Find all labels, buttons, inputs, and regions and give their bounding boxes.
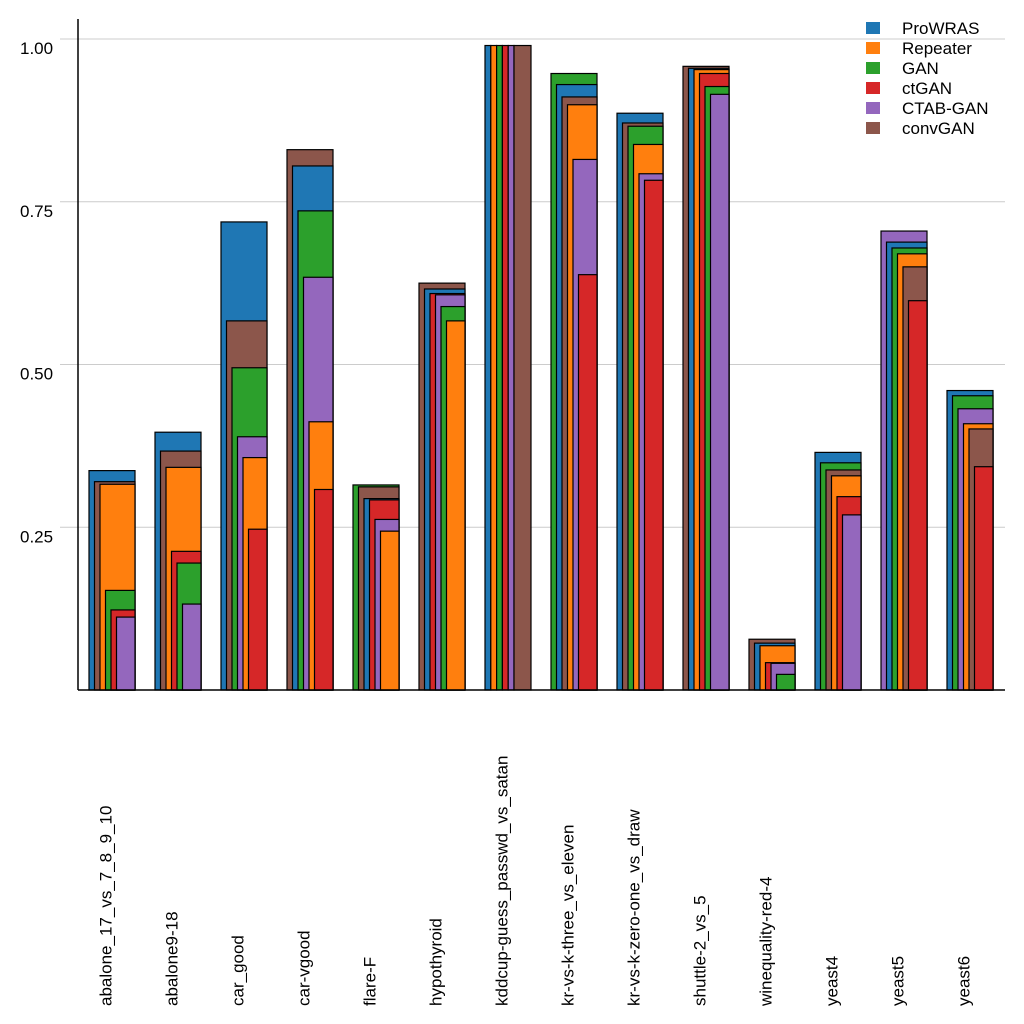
x-tick-labels: abalone_17_vs_7_8_9_10 abalone9-18 car_goo… xyxy=(96,756,973,1007)
y-tick-label: 0.50 xyxy=(20,365,53,384)
legend-swatch xyxy=(866,62,880,74)
x-tick-label: shuttle-2_vs_5 xyxy=(690,895,709,1006)
bar-repeater xyxy=(490,44,498,691)
legend-label: ctGAN xyxy=(902,79,952,98)
bar-group xyxy=(352,484,400,691)
bar-group xyxy=(550,72,598,691)
bar-gan xyxy=(775,673,796,691)
bar-ctab-gan xyxy=(115,616,136,691)
bar-ctgan xyxy=(973,466,994,691)
bar-ctgan xyxy=(501,44,509,691)
x-tick-label: abalone9-18 xyxy=(162,911,181,1006)
bar-ctab-gan xyxy=(709,93,730,691)
bar-ctgan xyxy=(247,528,268,691)
legend-item: convGAN xyxy=(866,119,975,138)
bar-ctgan xyxy=(643,179,664,691)
x-tick-label: kddcup-guess_passwd_vs_satan xyxy=(492,756,511,1006)
bar-group xyxy=(286,149,334,691)
x-tick-label: winequality-red-4 xyxy=(756,877,775,1007)
bar-group xyxy=(748,638,796,691)
bar-group xyxy=(88,470,136,691)
x-tick-label: abalone_17_vs_7_8_9_10 xyxy=(96,806,115,1006)
y-tick-label: 0.25 xyxy=(20,527,53,546)
legend-label: convGAN xyxy=(902,119,975,138)
bar-ctab-gan xyxy=(181,603,202,691)
legend-label: CTAB-GAN xyxy=(902,99,989,118)
bar-group xyxy=(418,282,466,691)
legend-swatch xyxy=(866,102,880,114)
x-tick-label: kr-vs-k-three_vs_eleven xyxy=(558,825,577,1006)
legend-item: CTAB-GAN xyxy=(866,99,989,118)
bar-gan xyxy=(496,44,504,691)
legend-label: Repeater xyxy=(902,39,972,58)
legend-item: ctGAN xyxy=(866,79,952,98)
bar-group xyxy=(880,230,928,691)
bar-group xyxy=(616,112,664,691)
legend-swatch xyxy=(866,42,880,54)
bar-prowras xyxy=(484,44,492,691)
bar-group xyxy=(682,65,730,691)
bar-group xyxy=(946,389,994,691)
y-tick-label: 1.00 xyxy=(20,39,53,58)
bar-repeater xyxy=(445,320,466,691)
bar-ctgan xyxy=(907,300,928,691)
x-tick-label: kr-vs-k-zero-one_vs_draw xyxy=(624,809,643,1006)
bar-ctgan xyxy=(577,274,598,691)
legend-item: ProWRAS xyxy=(866,19,979,38)
bar-ctab-gan xyxy=(841,514,862,691)
legend-item: Repeater xyxy=(866,39,972,58)
x-tick-label: yeast4 xyxy=(822,956,841,1006)
bar-ctab-gan xyxy=(507,44,515,691)
bar-group xyxy=(154,431,202,691)
y-tick-labels: 0.25 0.50 0.75 1.00 xyxy=(20,39,53,546)
bar-group xyxy=(220,221,268,691)
legend-swatch xyxy=(866,82,880,94)
x-tick-label: yeast5 xyxy=(888,956,907,1006)
gridlines xyxy=(60,38,1005,528)
x-tick-label: car-vgood xyxy=(294,930,313,1006)
bar-ctgan xyxy=(313,488,334,691)
y-tick-label: 0.75 xyxy=(20,202,53,221)
x-tick-label: yeast6 xyxy=(954,956,973,1006)
x-tick-label: flare-F xyxy=(360,957,379,1006)
legend-label: GAN xyxy=(902,59,939,78)
legend-label: ProWRAS xyxy=(902,19,979,38)
bar-repeater xyxy=(379,530,400,691)
legend-swatch xyxy=(866,122,880,134)
legend-swatch xyxy=(866,22,880,34)
bar-group xyxy=(814,451,862,691)
x-tick-label: hypothyroid xyxy=(426,918,445,1006)
x-tick-label: car_good xyxy=(228,935,247,1006)
bar-group xyxy=(484,44,532,691)
bar-convgan xyxy=(513,44,532,691)
bars xyxy=(88,44,994,691)
legend-item: GAN xyxy=(866,59,939,78)
